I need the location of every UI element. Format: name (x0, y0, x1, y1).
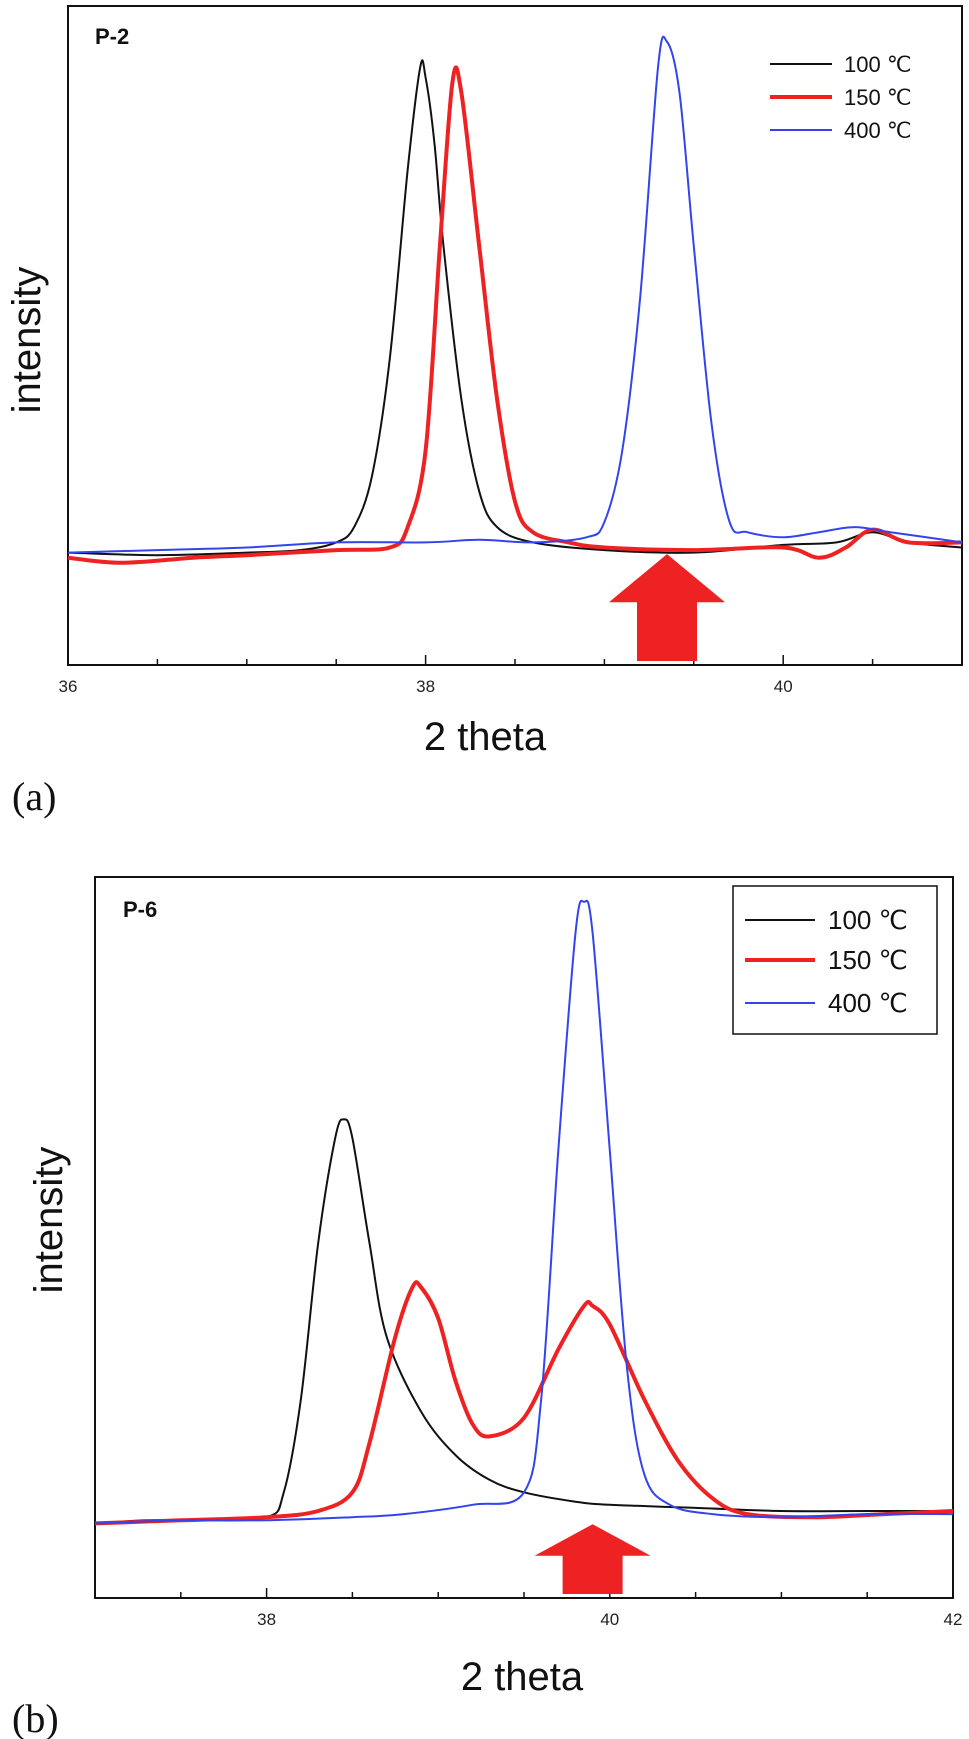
legend-label-b-2: 400 ℃ (828, 988, 908, 1018)
legend-a: 100 ℃ 150 ℃ 400 ℃ (770, 52, 912, 143)
panel-label-a: (a) (12, 774, 56, 819)
x-axis-label-b: 2 theta (461, 1655, 584, 1699)
x-tick-label-b: 42 (944, 1610, 963, 1629)
red-arrow-b (534, 1524, 651, 1594)
series-group-a (67, 35, 963, 565)
legend-label-b-0: 100 ℃ (828, 905, 908, 935)
legend-label-a-0: 100 ℃ (844, 52, 912, 77)
sample-label-b: P-6 (123, 897, 157, 922)
sample-label-a: P-2 (95, 24, 129, 49)
x-tick-label-b: 38 (257, 1610, 276, 1629)
series-line-b-2 (94, 899, 954, 1525)
x-axis-label-a: 2 theta (424, 715, 547, 759)
legend-label-a-2: 400 ℃ (844, 118, 912, 143)
series-line-b-0 (94, 1118, 953, 1525)
series-line-a-2 (67, 35, 963, 554)
series-group-b (94, 899, 954, 1526)
plot-frame-a (67, 5, 963, 666)
x-tick-label-a: 36 (59, 677, 78, 696)
x-ticks-a: 36 38 40 (59, 655, 963, 696)
panel-a: 36 38 40 P-2 100 ℃ 150 ℃ 400 ℃ 2 theta int… (5, 5, 963, 819)
red-arrow-a (609, 554, 725, 661)
series-line-a-1 (67, 65, 963, 565)
y-axis-label-b: intensity (27, 1147, 71, 1294)
panel-label-b: (b) (12, 1696, 59, 1739)
legend-label-b-1: 150 ℃ (828, 945, 908, 975)
panel-b: 38 40 42 P-6 100 ℃ 150 ℃ 400 ℃ 2 theta int… (12, 876, 963, 1739)
y-axis-label-a: intensity (5, 267, 49, 414)
x-tick-label-a: 40 (774, 677, 793, 696)
x-tick-label-a: 38 (416, 677, 435, 696)
x-tick-label-b: 40 (600, 1610, 619, 1629)
series-line-a-0 (67, 59, 963, 557)
x-ticks-b: 38 40 42 (94, 1588, 963, 1629)
series-line-b-1 (94, 1280, 954, 1526)
legend-b: 100 ℃ 150 ℃ 400 ℃ (732, 885, 938, 1035)
legend-label-a-1: 150 ℃ (844, 85, 912, 110)
